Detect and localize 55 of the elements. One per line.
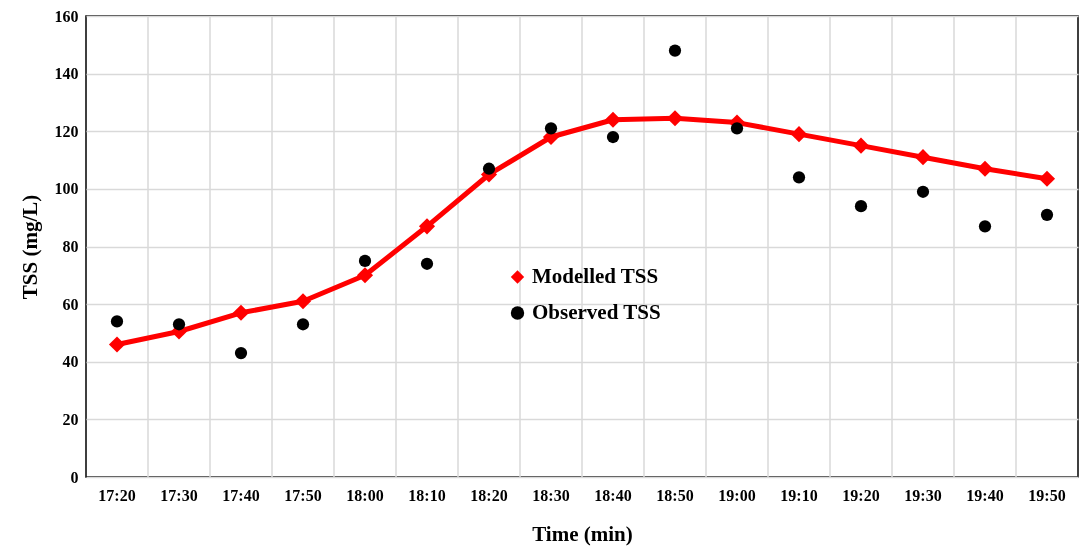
y-axis-title: TSS (mg/L) bbox=[17, 194, 42, 300]
x-tick-label: 19:00 bbox=[718, 486, 756, 504]
y-tick-label: 100 bbox=[54, 180, 79, 198]
x-axis-title: Time (min) bbox=[532, 521, 633, 546]
point bbox=[482, 162, 496, 175]
point bbox=[792, 171, 806, 184]
point bbox=[172, 318, 186, 331]
x-tick-label: 18:30 bbox=[532, 486, 570, 504]
point bbox=[914, 149, 932, 166]
point bbox=[356, 267, 374, 284]
point bbox=[234, 346, 248, 360]
x-tick-label: 18:40 bbox=[594, 486, 632, 504]
x-tick-label: 19:30 bbox=[904, 486, 942, 504]
y-tick-label: 60 bbox=[62, 295, 79, 313]
point bbox=[110, 315, 124, 328]
y-tick-label: 0 bbox=[70, 468, 79, 486]
point bbox=[296, 318, 310, 331]
y-tick-label: 160 bbox=[54, 7, 79, 25]
legend-label: Observed TSS bbox=[532, 300, 661, 324]
point bbox=[606, 130, 620, 144]
point bbox=[232, 304, 250, 321]
point bbox=[916, 185, 930, 198]
x-tick-label: 19:10 bbox=[780, 486, 818, 504]
point bbox=[108, 336, 126, 353]
point bbox=[420, 257, 434, 270]
point bbox=[976, 160, 994, 177]
x-tick-label: 18:00 bbox=[346, 486, 384, 504]
x-tick-label: 19:50 bbox=[1028, 486, 1066, 504]
y-tick-label: 140 bbox=[54, 65, 79, 83]
point bbox=[730, 122, 744, 135]
point bbox=[854, 200, 868, 213]
point bbox=[1038, 170, 1056, 187]
x-tick-label: 18:10 bbox=[408, 486, 446, 504]
x-tick-label: 19:40 bbox=[966, 486, 1004, 504]
point bbox=[852, 137, 870, 154]
point bbox=[544, 122, 558, 135]
point bbox=[294, 293, 312, 310]
point bbox=[790, 126, 808, 143]
x-tick-label: 17:30 bbox=[160, 486, 198, 504]
point bbox=[418, 218, 436, 235]
x-tick-label: 17:50 bbox=[284, 486, 322, 504]
point bbox=[668, 44, 682, 57]
x-tick-label: 17:20 bbox=[98, 486, 136, 504]
point bbox=[358, 254, 372, 268]
y-tick-label: 80 bbox=[62, 238, 79, 255]
legend-label: Modelled TSS bbox=[532, 264, 659, 288]
x-tick-label: 18:50 bbox=[656, 486, 694, 504]
x-tick-label: 17:40 bbox=[222, 486, 260, 504]
x-tick-label: 19:20 bbox=[842, 486, 880, 504]
point bbox=[1040, 208, 1054, 221]
y-tick-label: 120 bbox=[54, 122, 79, 140]
y-tick-label: 20 bbox=[62, 410, 79, 428]
x-tick-label: 18:20 bbox=[470, 486, 508, 504]
y-tick-label: 40 bbox=[62, 353, 79, 371]
point bbox=[978, 220, 992, 233]
